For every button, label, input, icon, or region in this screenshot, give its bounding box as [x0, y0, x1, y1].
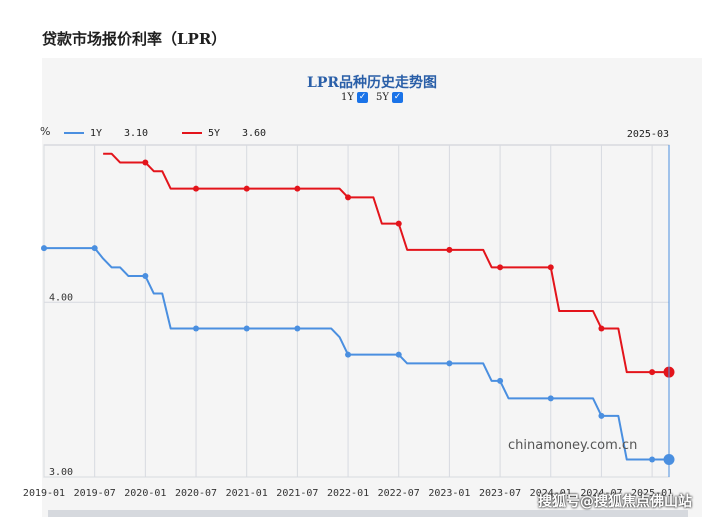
data-point-1y[interactable]	[547, 395, 554, 402]
data-point-5y[interactable]	[193, 185, 200, 192]
series-line-1y	[44, 247, 669, 461]
x-tick-label: 2022-07	[378, 488, 420, 499]
data-point-5y[interactable]	[497, 264, 504, 271]
data-point-5y[interactable]	[243, 185, 250, 192]
grid-lines	[43, 144, 670, 478]
toggle-1y-label: 1Y	[341, 92, 354, 103]
cursor-date-label: 2025-03	[627, 129, 669, 140]
toggle-5y-label: 5Y	[376, 92, 389, 103]
data-point-5y[interactable]	[294, 185, 301, 192]
data-point-1y[interactable]	[243, 325, 250, 332]
data-point-1y[interactable]	[497, 377, 504, 384]
x-tick-label: 2020-01	[124, 488, 166, 499]
data-point-5y[interactable]	[446, 246, 453, 253]
x-tick-label: 2025-01	[631, 488, 673, 499]
x-tick-label: 2019-07	[74, 488, 116, 499]
data-point-5y[interactable]	[142, 159, 149, 166]
data-point-5y[interactable]	[395, 220, 402, 227]
data-point-1y[interactable]	[41, 245, 47, 252]
chart-title: LPR品种历史走势图	[306, 75, 437, 91]
y-tick-label: 4.00	[49, 292, 73, 303]
data-point-1y[interactable]	[142, 273, 149, 280]
x-tick-label: 2023-07	[479, 488, 521, 499]
x-tick-label: 2023-01	[428, 488, 470, 499]
toggle-1y[interactable]: 1Y ✓	[341, 92, 368, 103]
toggle-5y[interactable]: 5Y ✓	[376, 92, 403, 103]
data-point-5y[interactable]	[345, 194, 352, 201]
x-axis-ticks: 2019-01 2019-07 2020-01 2020-07 2021-01 2021-…	[23, 488, 673, 499]
data-point-5y[interactable]	[649, 369, 656, 376]
data-point-5y[interactable]	[598, 325, 605, 332]
data-point-1y[interactable]	[345, 351, 352, 358]
y-unit-label: %	[40, 125, 50, 138]
data-point-5y[interactable]	[547, 264, 554, 271]
legend-value: 3.60	[242, 128, 266, 139]
y-tick-label: 3.00	[49, 467, 73, 478]
data-point-1y[interactable]	[649, 456, 656, 463]
x-tick-label: 2024-07	[580, 488, 622, 499]
x-tick-label: 2019-01	[23, 488, 65, 499]
toggle-1y-checkbox[interactable]: ✓	[357, 92, 368, 103]
chart-panel	[42, 58, 702, 517]
data-point-1y[interactable]	[91, 245, 98, 252]
page-title: 贷款市场报价利率（LPR）	[42, 30, 227, 48]
data-point-1y[interactable]	[446, 360, 453, 367]
series-line-5y	[103, 152, 669, 374]
x-tick-label: 2021-07	[276, 488, 318, 499]
legend-value: 3.10	[124, 128, 148, 139]
series-toggles: 1Y ✓ 5Y ✓	[42, 92, 702, 103]
toggle-5y-checkbox[interactable]: ✓	[391, 92, 403, 103]
x-tick-label: 2024-01	[530, 488, 572, 499]
watermark: 搜狐号@搜狐焦点佛山站	[538, 494, 692, 510]
x-tick-label: 2020-07	[175, 488, 217, 499]
series-markers	[41, 159, 675, 466]
data-point-1y[interactable]	[598, 412, 605, 419]
legend: 1Y 3.10 5Y 3.60	[64, 128, 266, 139]
legend-name: 5Y	[208, 128, 220, 139]
x-tick-label: 2022-01	[327, 488, 369, 499]
data-point-1y[interactable]	[294, 325, 301, 332]
y-axis-ticks: 4.00 3.00	[49, 292, 73, 478]
data-point-1y[interactable]	[395, 351, 402, 358]
horizontal-scrollbar[interactable]	[48, 510, 688, 517]
legend-name: 1Y	[90, 128, 102, 139]
series-lines	[44, 152, 669, 461]
source-text: chinamoney.com.cn	[508, 438, 637, 453]
x-tick-label: 2021-01	[226, 488, 268, 499]
data-point-1y[interactable]	[193, 325, 200, 332]
